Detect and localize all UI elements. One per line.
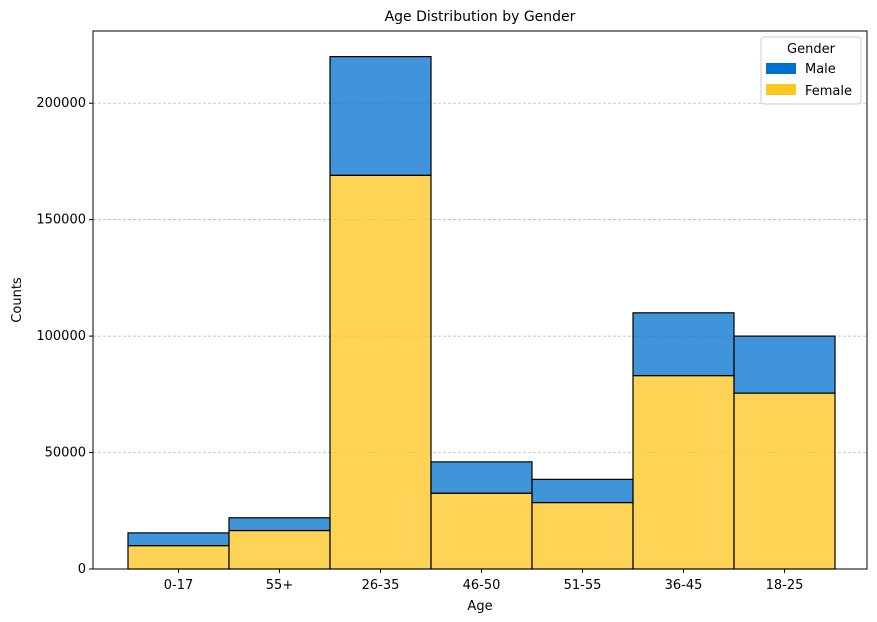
bar-female-36-45 bbox=[632, 375, 735, 570]
y-axis: 0 50000 100000 150000 200000 bbox=[36, 96, 93, 577]
bar-male-36-45 bbox=[632, 312, 735, 377]
legend-label-male: Male bbox=[805, 62, 836, 77]
x-tick-label: 55+ bbox=[266, 578, 293, 593]
y-tick-label: 50000 bbox=[45, 446, 86, 461]
bar-female-55+ bbox=[228, 529, 331, 570]
y-tick-label: 200000 bbox=[36, 96, 86, 111]
bar-male-0-17 bbox=[127, 532, 230, 547]
legend-label-female: Female bbox=[805, 84, 852, 99]
y-axis-label: Counts bbox=[10, 277, 25, 323]
bar-stacks bbox=[127, 56, 836, 570]
bar-male-51-55 bbox=[531, 478, 634, 504]
legend-swatch-female bbox=[766, 84, 796, 95]
x-tick-label: 36-45 bbox=[665, 578, 703, 593]
y-tick-label: 0 bbox=[78, 562, 86, 577]
plot-frame bbox=[92, 30, 868, 570]
bar-female-51-55 bbox=[531, 502, 634, 570]
bar-female-18-25 bbox=[733, 392, 836, 570]
x-axis: 0-17 55+ 26-35 46-50 51-55 36-45 18-25 bbox=[164, 569, 804, 593]
legend-swatch-male bbox=[766, 63, 796, 74]
bar-male-18-25 bbox=[733, 335, 836, 394]
legend-title: Gender bbox=[787, 42, 836, 57]
chart-title: Age Distribution by Gender bbox=[385, 9, 576, 25]
x-tick-label: 18-25 bbox=[766, 578, 804, 593]
bar-female-26-35 bbox=[329, 174, 432, 570]
x-tick-label: 51-55 bbox=[564, 578, 602, 593]
x-tick-label: 26-35 bbox=[362, 578, 400, 593]
x-tick-label: 46-50 bbox=[463, 578, 501, 593]
legend: Gender Male Female bbox=[760, 36, 862, 105]
bar-male-46-50 bbox=[430, 461, 533, 494]
bar-male-55+ bbox=[228, 517, 331, 532]
y-tick-label: 150000 bbox=[36, 213, 86, 228]
bar-male-26-35 bbox=[329, 56, 432, 176]
y-tick-label: 100000 bbox=[36, 329, 86, 344]
x-axis-label: Age bbox=[467, 599, 492, 614]
x-tick-label: 0-17 bbox=[164, 578, 194, 593]
bar-female-0-17 bbox=[127, 545, 230, 570]
bar-female-46-50 bbox=[430, 492, 533, 570]
